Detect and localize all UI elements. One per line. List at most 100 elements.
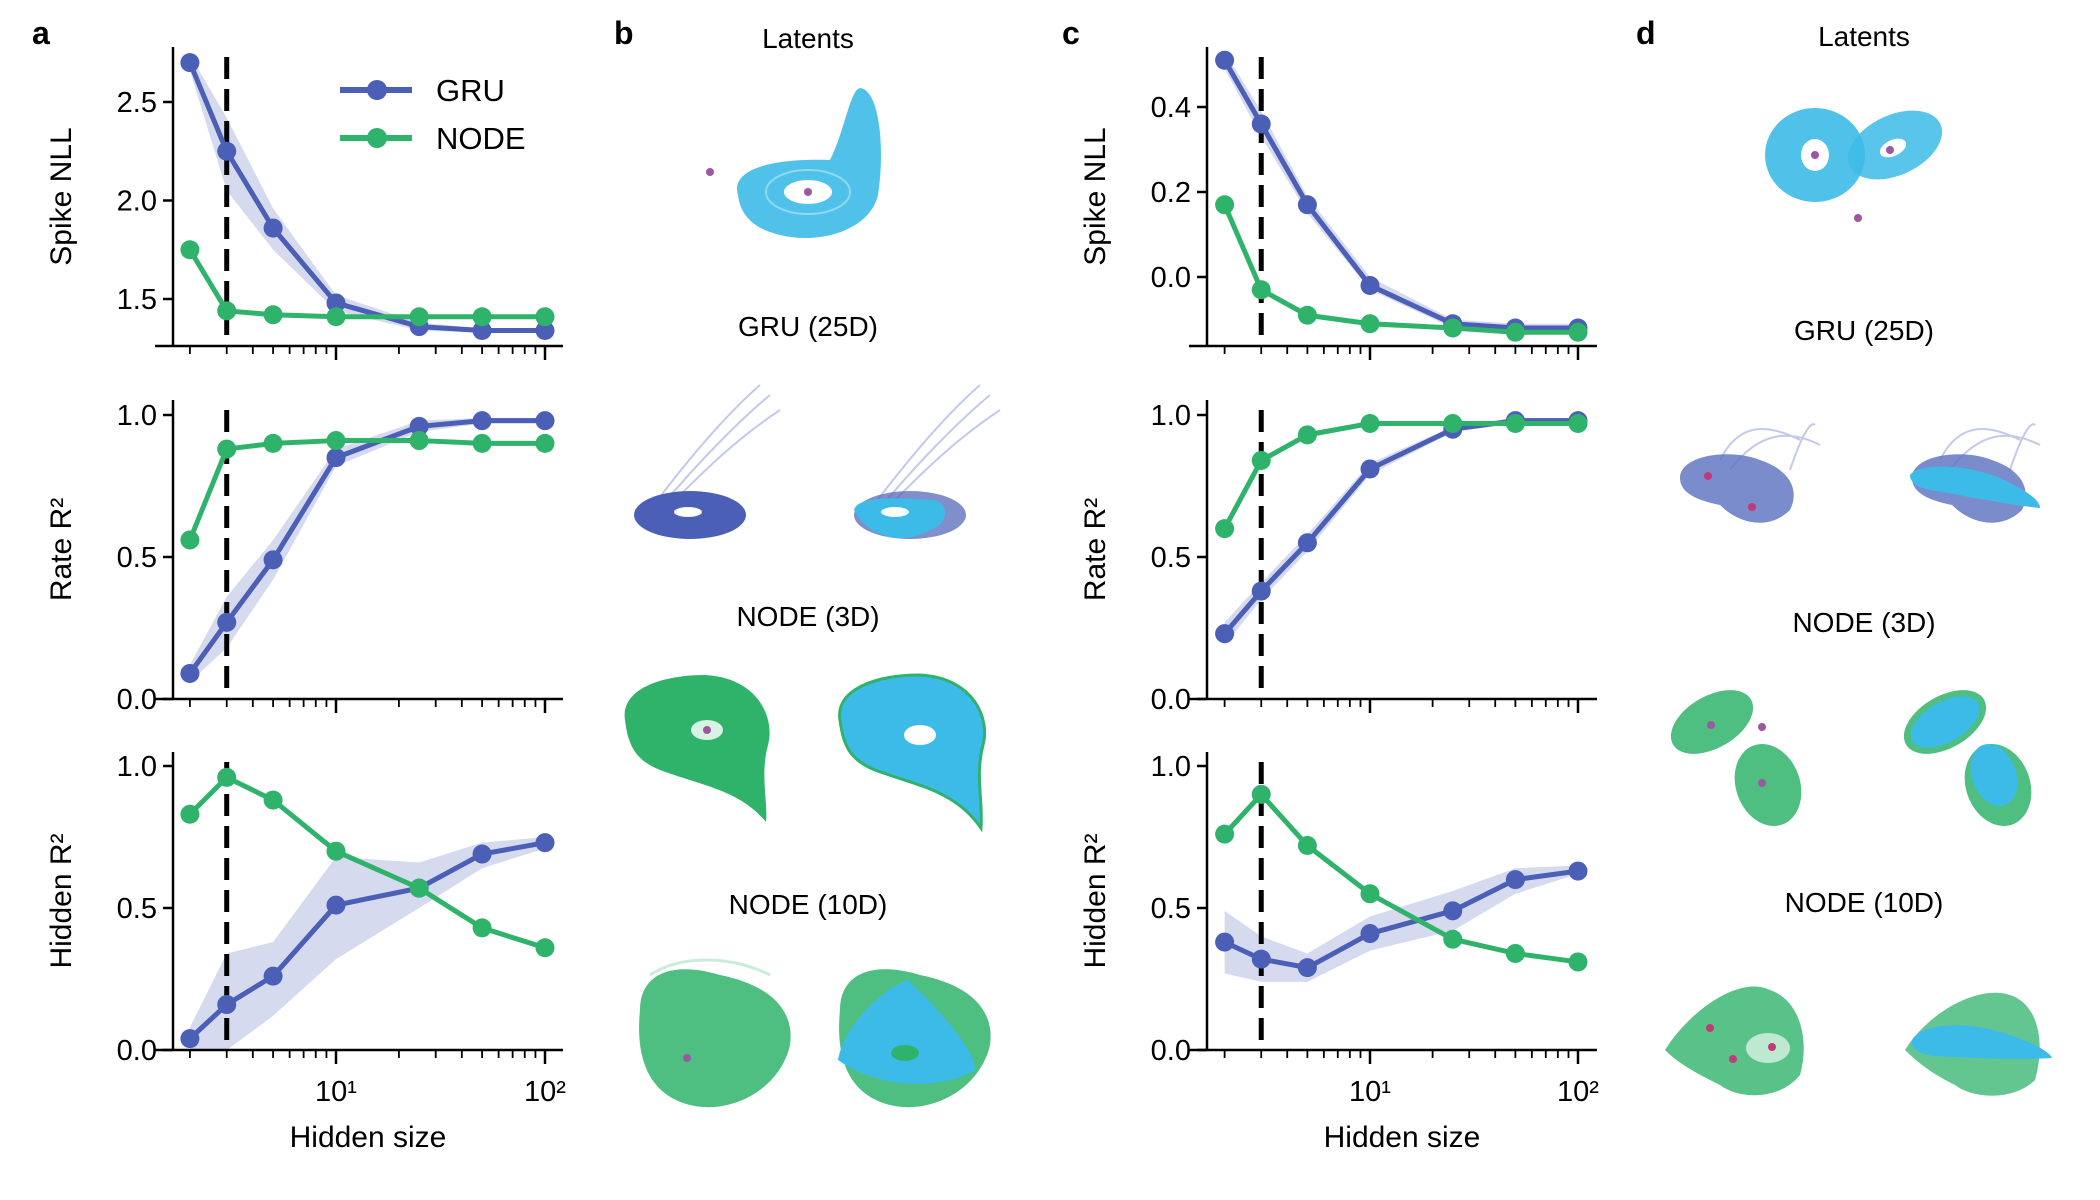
- point-gru: [1568, 861, 1588, 881]
- panel-b-title-gru: GRU (25D): [738, 311, 878, 342]
- point-node: [1505, 414, 1525, 434]
- point-node: [180, 804, 200, 824]
- point-gru: [1251, 581, 1271, 601]
- point-node: [1568, 952, 1588, 972]
- legend-label-node: NODE: [436, 121, 526, 156]
- point-node: [1505, 943, 1525, 963]
- point-node: [1297, 305, 1317, 325]
- panel-b-gru-left: [634, 384, 781, 539]
- panel-b-title-node3d: NODE (3D): [736, 601, 879, 632]
- point-node: [326, 431, 346, 451]
- point-gru: [1297, 958, 1317, 978]
- y-axis-label: Hidden R²: [45, 833, 78, 968]
- x-axis-label: Hidden size: [1324, 1121, 1481, 1154]
- panel-letter-d: d: [1636, 15, 1656, 51]
- chart-c-0: 0.4 0.2 0.0 Spike NLL: [1079, 47, 1597, 360]
- chart-a-1: 1.0 0.5 0.0 Rate R²: [45, 400, 563, 716]
- point-node: [535, 307, 555, 327]
- chart-c-2: 1.0 0.5 0.0 10¹ 10² Hidden size Hidden R²: [1079, 751, 1599, 1154]
- fixed-point: [1707, 721, 1715, 729]
- point-node: [409, 431, 429, 451]
- point-gru: [472, 321, 492, 341]
- point-node: [326, 307, 346, 327]
- y-axis-label: Rate R²: [1079, 498, 1112, 601]
- point-node: [1215, 824, 1235, 844]
- point-node: [217, 439, 237, 459]
- point-gru: [217, 141, 237, 161]
- point-gru: [1360, 459, 1380, 479]
- y-tick-label: 0.4: [1151, 92, 1191, 124]
- point-node: [217, 301, 237, 321]
- legend: GRU NODE: [340, 73, 526, 156]
- panel-b-gru-right: [854, 384, 1001, 539]
- y-tick-label: 0.5: [1151, 542, 1191, 574]
- point-gru: [472, 411, 492, 431]
- y-tick-label: 0.2: [1151, 177, 1191, 209]
- point-node: [263, 433, 283, 453]
- point-node: [1251, 784, 1271, 804]
- point-node: [180, 240, 200, 260]
- y-axis-label: Hidden R²: [1079, 833, 1112, 968]
- panel-b-node3d-right: [838, 673, 987, 833]
- point-node: [472, 433, 492, 453]
- panel-d-node10d-left: [1665, 986, 1804, 1096]
- y-axis-label: Rate R²: [45, 498, 78, 601]
- point-node: [1360, 314, 1380, 334]
- point-gru: [1215, 624, 1235, 644]
- y-tick-label: 0.5: [1151, 893, 1191, 925]
- y-tick-label: 1.0: [117, 751, 157, 783]
- panel-letter-b: b: [614, 15, 634, 51]
- band-gru: [189, 417, 545, 682]
- y-tick-label: 0.0: [1151, 262, 1191, 294]
- point-gru: [180, 663, 200, 683]
- panel-b-latents: Latents GRU (25D) NODE (3D): [624, 23, 1001, 1108]
- y-tick-label: 1.0: [117, 400, 157, 432]
- point-gru: [535, 833, 555, 853]
- point-node: [472, 918, 492, 938]
- point-node: [409, 878, 429, 898]
- panel-d-gru-right: [1910, 423, 2041, 523]
- line-node: [187, 438, 545, 541]
- legend-label-gru: GRU: [436, 73, 505, 108]
- fixed-point: [1811, 151, 1819, 159]
- panel-d-node3d-right: [1903, 690, 2032, 826]
- point-node: [1215, 195, 1235, 215]
- point-node: [180, 530, 200, 550]
- point-node: [535, 433, 555, 453]
- point-gru: [1297, 533, 1317, 553]
- fixed-point: [1886, 146, 1894, 154]
- point-gru: [1443, 901, 1463, 921]
- point-node: [1443, 929, 1463, 949]
- point-node: [409, 307, 429, 327]
- x-tick-label: 10¹: [1349, 1076, 1391, 1108]
- panel-letter-a: a: [32, 15, 50, 51]
- band-gru: [189, 837, 545, 1050]
- y-tick-label: 1.5: [117, 284, 157, 316]
- panel-d-title-node3d: NODE (3D): [1792, 607, 1935, 638]
- chart-a-2: 1.0 0.5 0.0 10¹ 10² Hidden size Hidden R²: [45, 751, 566, 1154]
- panel-b-title-node10d: NODE (10D): [729, 889, 888, 920]
- point-node: [535, 938, 555, 958]
- y-axis-label: Spike NLL: [45, 127, 78, 265]
- point-node: [1505, 322, 1525, 342]
- panel-d-node3d-left: [1670, 690, 1802, 826]
- y-tick-label: 0.0: [117, 1035, 157, 1067]
- fixed-point: [1758, 779, 1766, 787]
- panel-d-latents-attractor: [1765, 108, 1943, 222]
- panel-b-node3d-left: [624, 675, 770, 822]
- panel-d-title-node10d: NODE (10D): [1785, 887, 1944, 918]
- y-tick-label: 0.5: [117, 893, 157, 925]
- point-node: [1297, 836, 1317, 856]
- line-node: [1222, 203, 1578, 335]
- chart-c-1: 1.0 0.5 0.0 Rate R²: [1079, 400, 1597, 716]
- fixed-point: [1768, 1043, 1776, 1051]
- point-node: [1251, 450, 1271, 470]
- x-tick-label: 10²: [524, 1076, 566, 1108]
- point-gru: [1360, 276, 1380, 295]
- point-node: [1360, 884, 1380, 904]
- panel-d-latents: Latents GRU (25D) NODE (3D): [1665, 21, 2052, 1096]
- panel-d-title-gru: GRU (25D): [1794, 315, 1934, 346]
- point-node: [1251, 280, 1271, 300]
- fixed-point: [1729, 1055, 1737, 1063]
